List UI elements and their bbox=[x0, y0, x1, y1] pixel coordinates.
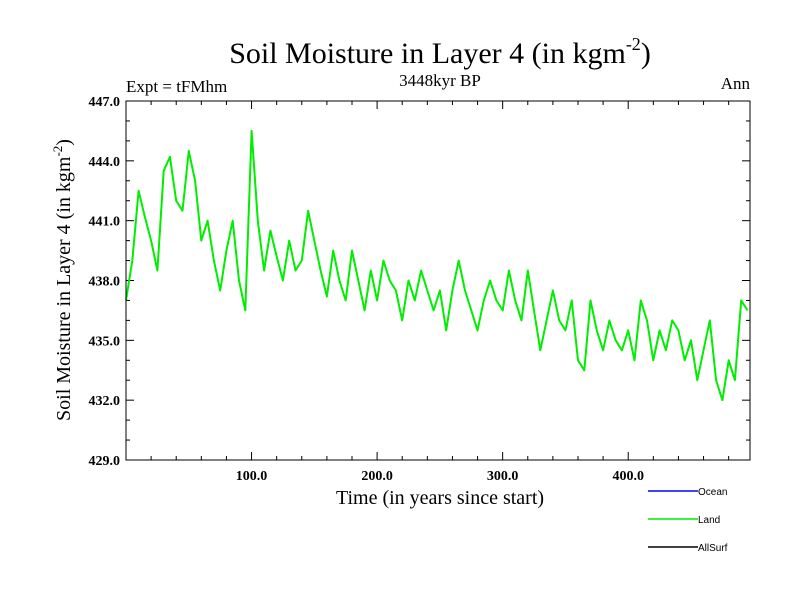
chart-title: Soil Moisture in Layer 4 (in kgm-2) bbox=[229, 34, 651, 70]
y-axis-label: Soil Moisture in Layer 4 (in kgm-2) bbox=[50, 139, 75, 421]
axis-ticks: 429.0 432.0 435.0 438.0 441.0 444.0 447.0 100.0… bbox=[89, 95, 750, 484]
y-tick-label: 441.0 bbox=[89, 215, 121, 230]
y-tick-label: 438.0 bbox=[89, 275, 121, 290]
y-tick-label: 444.0 bbox=[89, 155, 121, 170]
x-tick-label: 400.0 bbox=[612, 469, 644, 484]
x-tick-label: 300.0 bbox=[487, 469, 519, 484]
y-tick-label: 429.0 bbox=[89, 454, 121, 469]
plot-frame bbox=[125, 100, 751, 461]
series-group bbox=[125, 129, 749, 402]
chart-subtitle: 3448kyr BP bbox=[399, 71, 481, 90]
y-axis-label-tail: ) bbox=[53, 139, 75, 146]
y-axis-label-main: Soil Moisture in Layer 4 (in kgm bbox=[53, 156, 75, 421]
season-label: Ann bbox=[721, 74, 751, 93]
x-tick-label: 200.0 bbox=[361, 469, 393, 484]
x-axis-label: Time (in years since start) bbox=[336, 487, 544, 509]
y-tick-label: 447.0 bbox=[89, 95, 121, 110]
y-tick-label: 435.0 bbox=[89, 334, 121, 349]
y-tick-label: 432.0 bbox=[89, 394, 121, 409]
legend-label-land: Land bbox=[698, 515, 720, 526]
experiment-label: Expt = tFMhm bbox=[126, 77, 227, 96]
x-tick-label: 100.0 bbox=[236, 469, 268, 484]
chart-title-tail: ) bbox=[641, 37, 651, 70]
series-line-land bbox=[125, 129, 749, 402]
chart-title-main: Soil Moisture in Layer 4 (in kgm bbox=[229, 37, 626, 70]
legend-label-allsurf: AllSurf bbox=[698, 543, 728, 554]
y-axis-label-sup: -2 bbox=[50, 146, 65, 157]
legend-label-ocean: Ocean bbox=[698, 487, 727, 498]
legend: Ocean Land AllSurf bbox=[648, 487, 728, 554]
chart-title-sup: -2 bbox=[626, 34, 641, 54]
